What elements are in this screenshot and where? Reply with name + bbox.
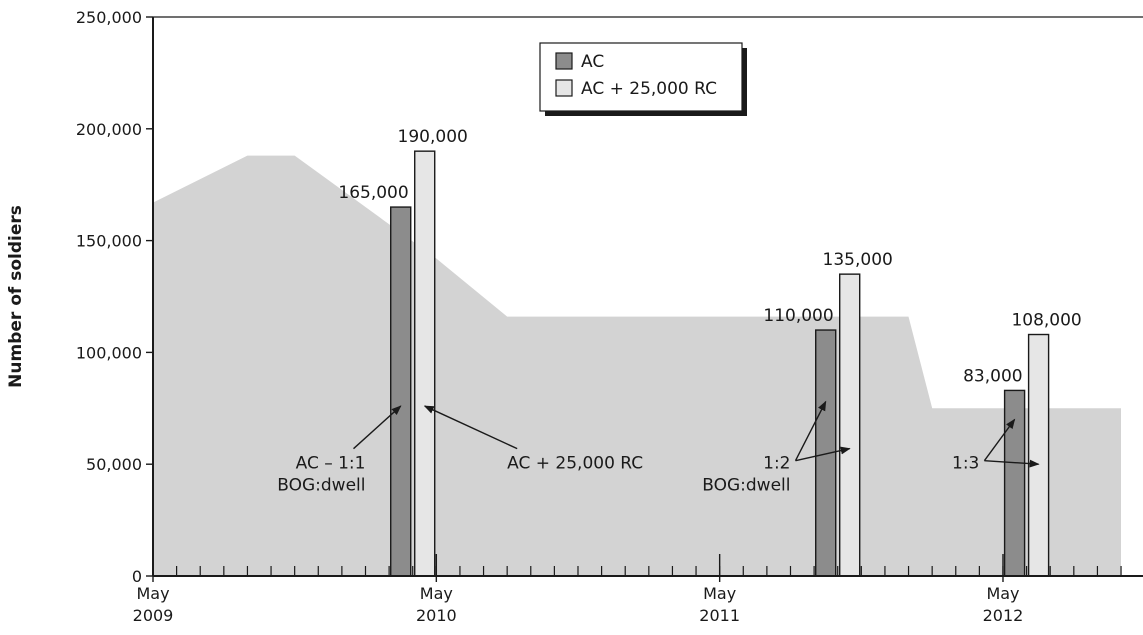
y-tick-label: 250,000	[76, 8, 142, 27]
y-tick-label: 50,000	[86, 455, 142, 474]
bar-ac-rc-0	[414, 150, 436, 577]
data-label-0-0: 165,000	[338, 183, 408, 203]
x-tick-label-month: May	[986, 584, 1019, 603]
annotation-label-1: AC + 25,000 RC	[507, 454, 643, 474]
data-label-1-1: 135,000	[823, 250, 893, 270]
data-label-1-2: 108,000	[1011, 311, 1081, 331]
annotation-arrow	[983, 418, 1016, 462]
data-label-0-1: 110,000	[763, 306, 833, 326]
y-tick-label: 0	[132, 567, 142, 586]
x-tick-label-month: May	[420, 584, 453, 603]
annotation-label-2: BOG:dwell	[702, 476, 790, 496]
legend-label: AC + 25,000 RC	[581, 79, 717, 99]
y-tick-label: 200,000	[76, 120, 142, 139]
x-tick-label-month: May	[136, 584, 169, 603]
bar-ac-2	[1003, 389, 1026, 577]
data-label-0-2: 83,000	[963, 366, 1022, 386]
legend-swatch	[555, 79, 573, 97]
annotation-arrow	[353, 405, 402, 450]
legend-swatch	[555, 52, 573, 70]
data-label-1-0: 190,000	[398, 127, 468, 147]
annotation-label-0: BOG:dwell	[277, 476, 365, 496]
x-tick-label-year: 2009	[133, 606, 174, 625]
bar-ac-rc-2	[1027, 333, 1050, 577]
bar-ac-rc-1	[839, 273, 861, 577]
annotation-arrow	[984, 459, 1040, 468]
legend-label: AC	[581, 52, 604, 72]
annotation-arrow	[423, 405, 518, 450]
annotation-arrow	[794, 400, 827, 461]
annotation-arrow	[795, 446, 851, 462]
x-tick-label-year: 2010	[416, 606, 457, 625]
annotation-label-2: 1:2	[763, 454, 790, 474]
annotation-label-0: AC – 1:1	[296, 454, 366, 474]
y-tick-label: 100,000	[76, 343, 142, 362]
x-tick-label-year: 2011	[699, 606, 740, 625]
x-tick-label-month: May	[703, 584, 736, 603]
x-tick-label-year: 2012	[983, 606, 1024, 625]
bar-ac-0	[390, 206, 412, 577]
annotation-label-3: 1:3	[952, 454, 979, 474]
y-tick-label: 150,000	[76, 232, 142, 251]
y-axis-title: Number of soldiers	[6, 205, 26, 388]
legend-box	[539, 42, 743, 112]
